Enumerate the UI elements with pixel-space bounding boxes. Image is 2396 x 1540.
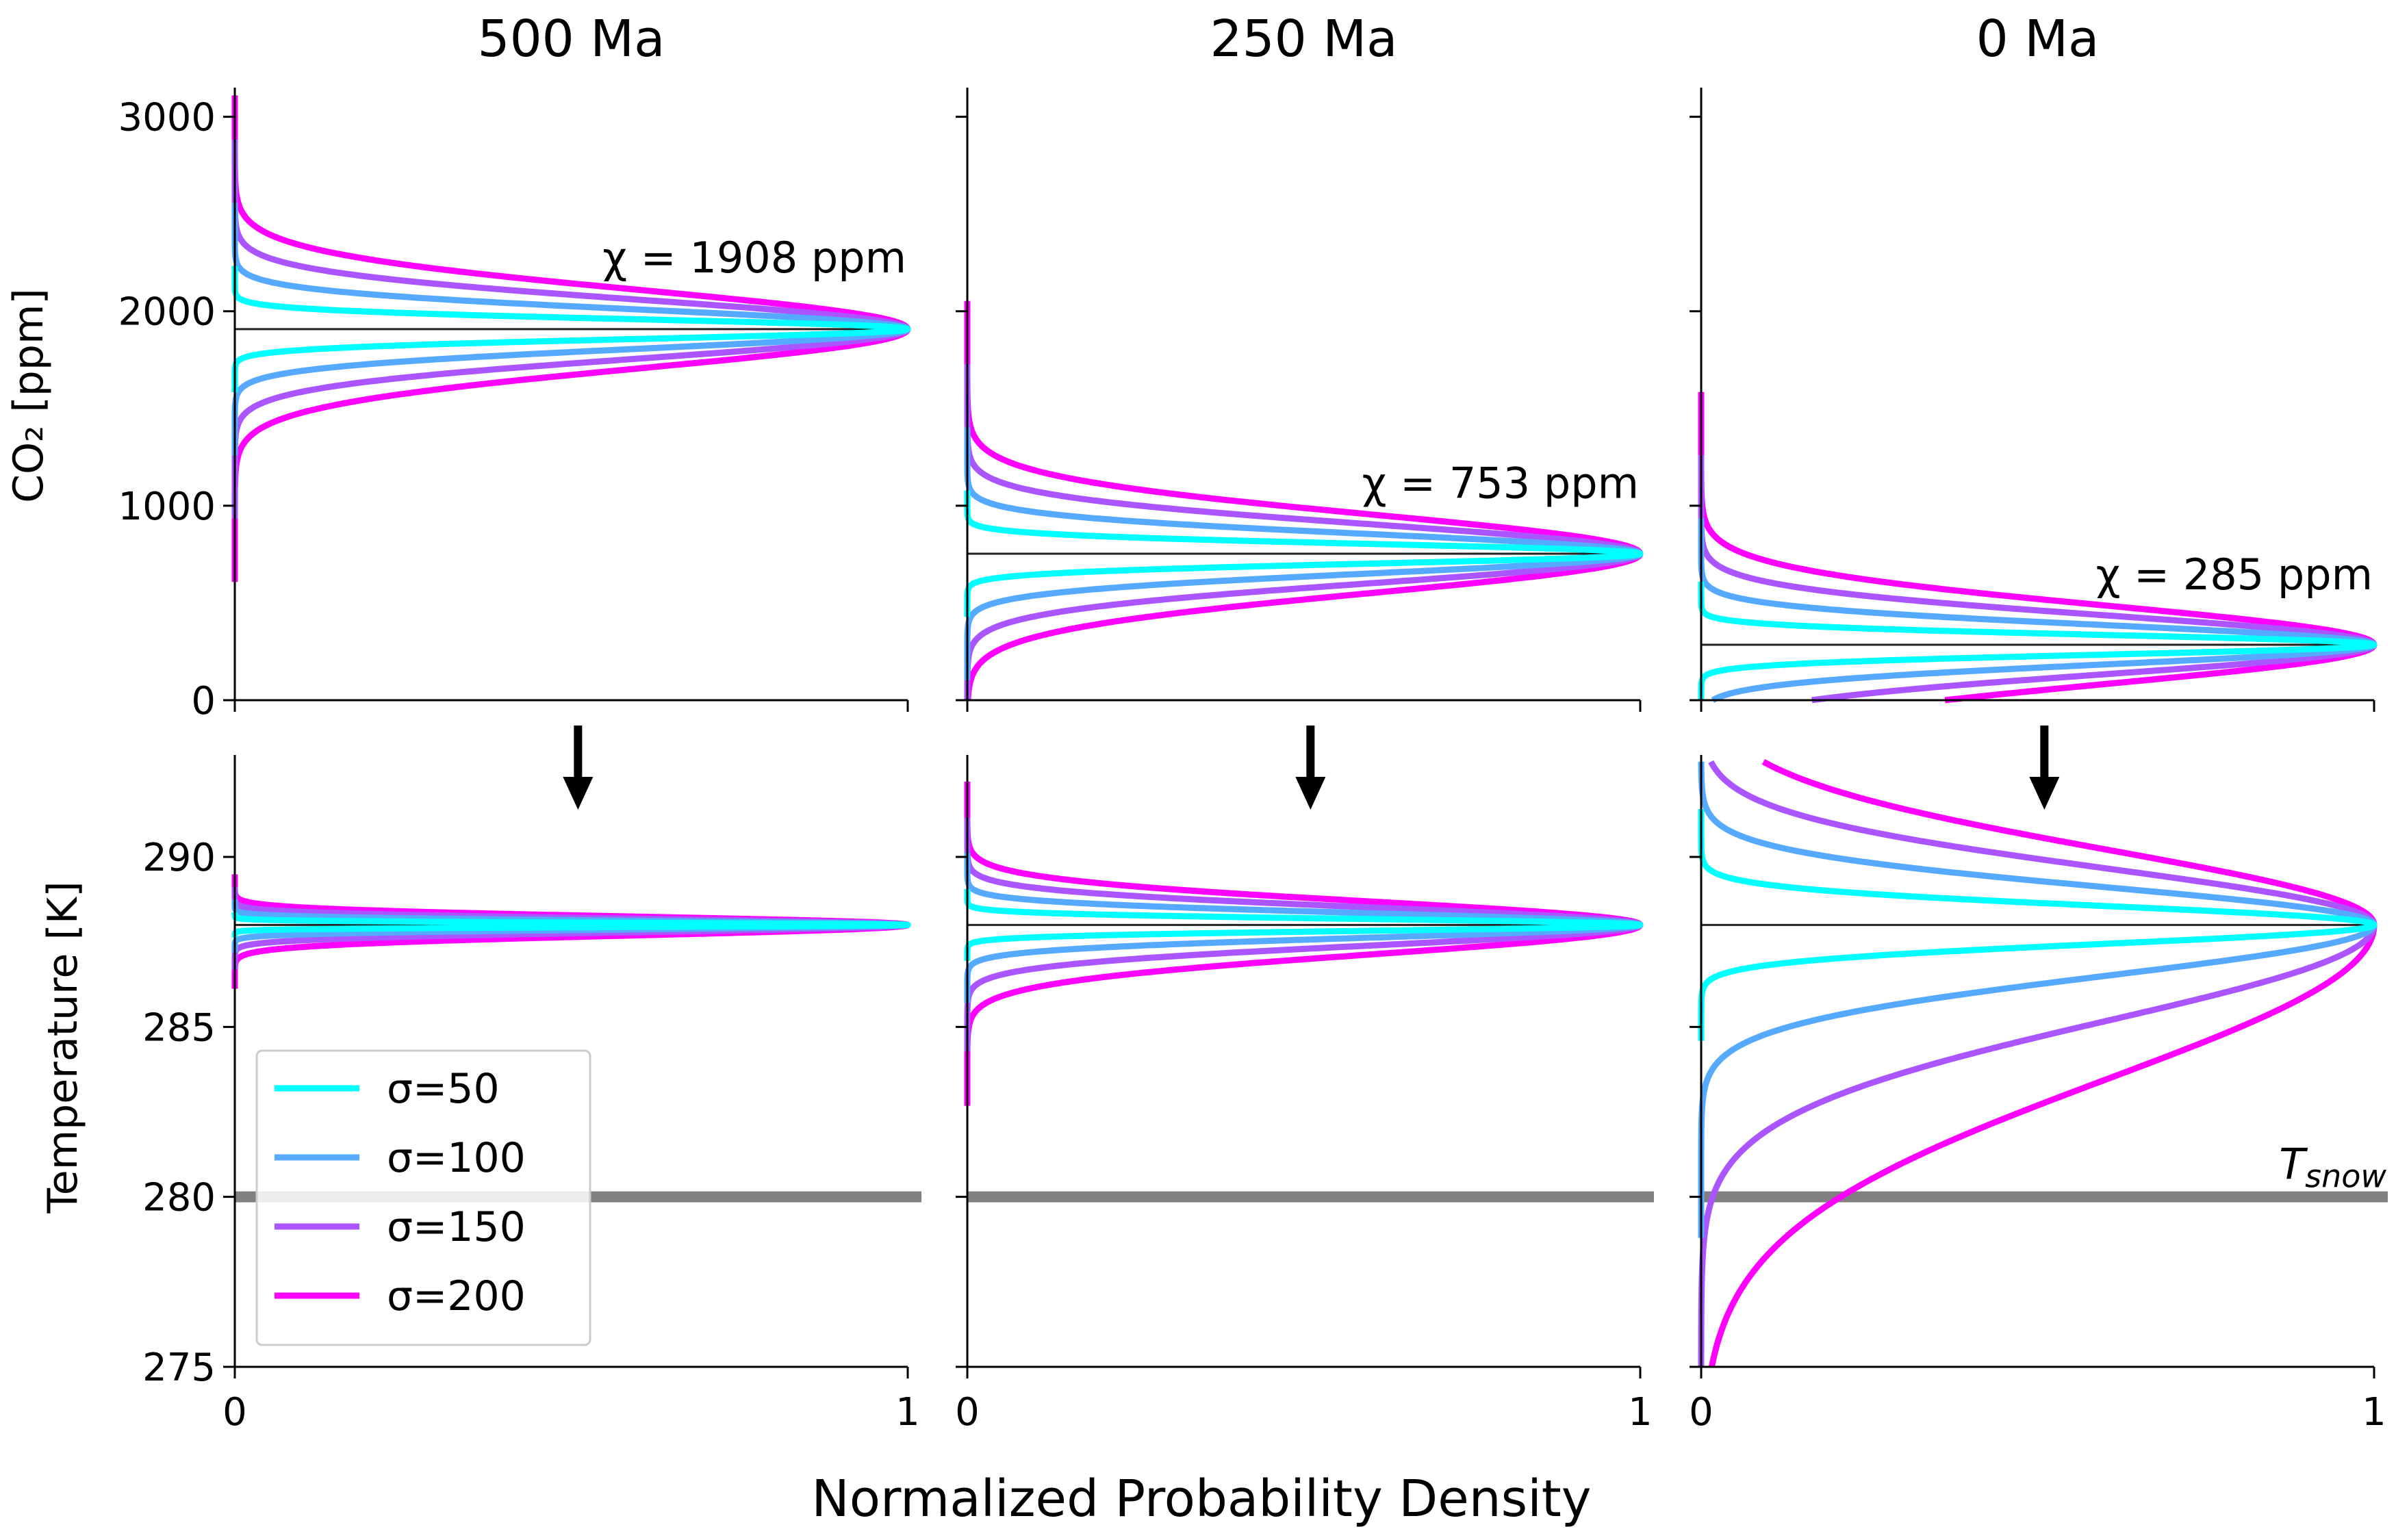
temperature-curve-sigma-50 [231, 909, 911, 941]
t-snow-label: Tsnow [2279, 1140, 2386, 1195]
legend: σ=50 σ=100 σ=150 σ=200 [255, 1049, 591, 1346]
x-tick-label: 0 [222, 1390, 247, 1435]
temperature-curve-sigma-200 [964, 779, 1644, 1109]
panel-co2-1: χ = 753 ppm [956, 88, 1644, 712]
temperature-panel-0-y-tick-label: 280 [142, 1176, 216, 1220]
top-row-ylabel: CO₂ [ppm] [5, 288, 53, 503]
chi-annotation: χ = 753 ppm [1362, 459, 1639, 509]
co2-panel-0-y-tick-label: 1000 [118, 485, 216, 529]
x-axis-title: Normalized Probability Density [811, 1470, 1591, 1528]
legend-label: σ=200 [387, 1272, 526, 1320]
x-tick-label: 1 [1628, 1390, 1653, 1435]
column-title-1: 250 Ma [1210, 10, 1398, 68]
temperature-panel-0-y-tick-label: 290 [142, 836, 216, 880]
legend-label: σ=50 [387, 1065, 500, 1113]
chi-annotation: χ = 285 ppm [2096, 550, 2373, 600]
legend-box [255, 1049, 591, 1346]
arrows [563, 726, 2060, 810]
temperature-panel-0-y-tick-label: 285 [142, 1005, 216, 1050]
arrow-head-1 [1295, 777, 1326, 810]
x-tick-label: 0 [955, 1390, 980, 1435]
co2-panel-0-y-tick-label: 3000 [118, 96, 216, 140]
panel-co2-0: 0 1000 2000 3000 χ = 1908 ppm [118, 88, 911, 723]
x-tick-label: 1 [2362, 1390, 2386, 1435]
panel-temperature-2: 0 1 Tsnow [1689, 755, 2388, 1435]
legend-label: σ=150 [387, 1203, 526, 1251]
legend-label: σ=100 [387, 1134, 526, 1182]
bottom-row-ylabel: Temperature [K] [39, 881, 87, 1214]
x-tick-label: 0 [1689, 1390, 1713, 1435]
column-titles: 500 Ma 250 Ma 0 Ma [478, 10, 2100, 68]
column-title-2: 0 Ma [1976, 10, 2100, 68]
panel-co2-2: χ = 285 ppm [1690, 88, 2378, 712]
x-tick-label: 1 [895, 1390, 920, 1435]
co2-panel-0-y-tick-label: 2000 [118, 290, 216, 335]
arrow-head-2 [2029, 777, 2060, 810]
co2-panel-0-y-tick-label: 0 [191, 679, 216, 723]
column-title-0: 500 Ma [478, 10, 665, 68]
temperature-panel-0-y-tick-label: 275 [142, 1346, 216, 1390]
temperature-curve-sigma-100 [1698, 759, 2378, 1240]
arrow-head-0 [563, 777, 594, 810]
chi-annotation: χ = 1908 ppm [602, 233, 906, 283]
